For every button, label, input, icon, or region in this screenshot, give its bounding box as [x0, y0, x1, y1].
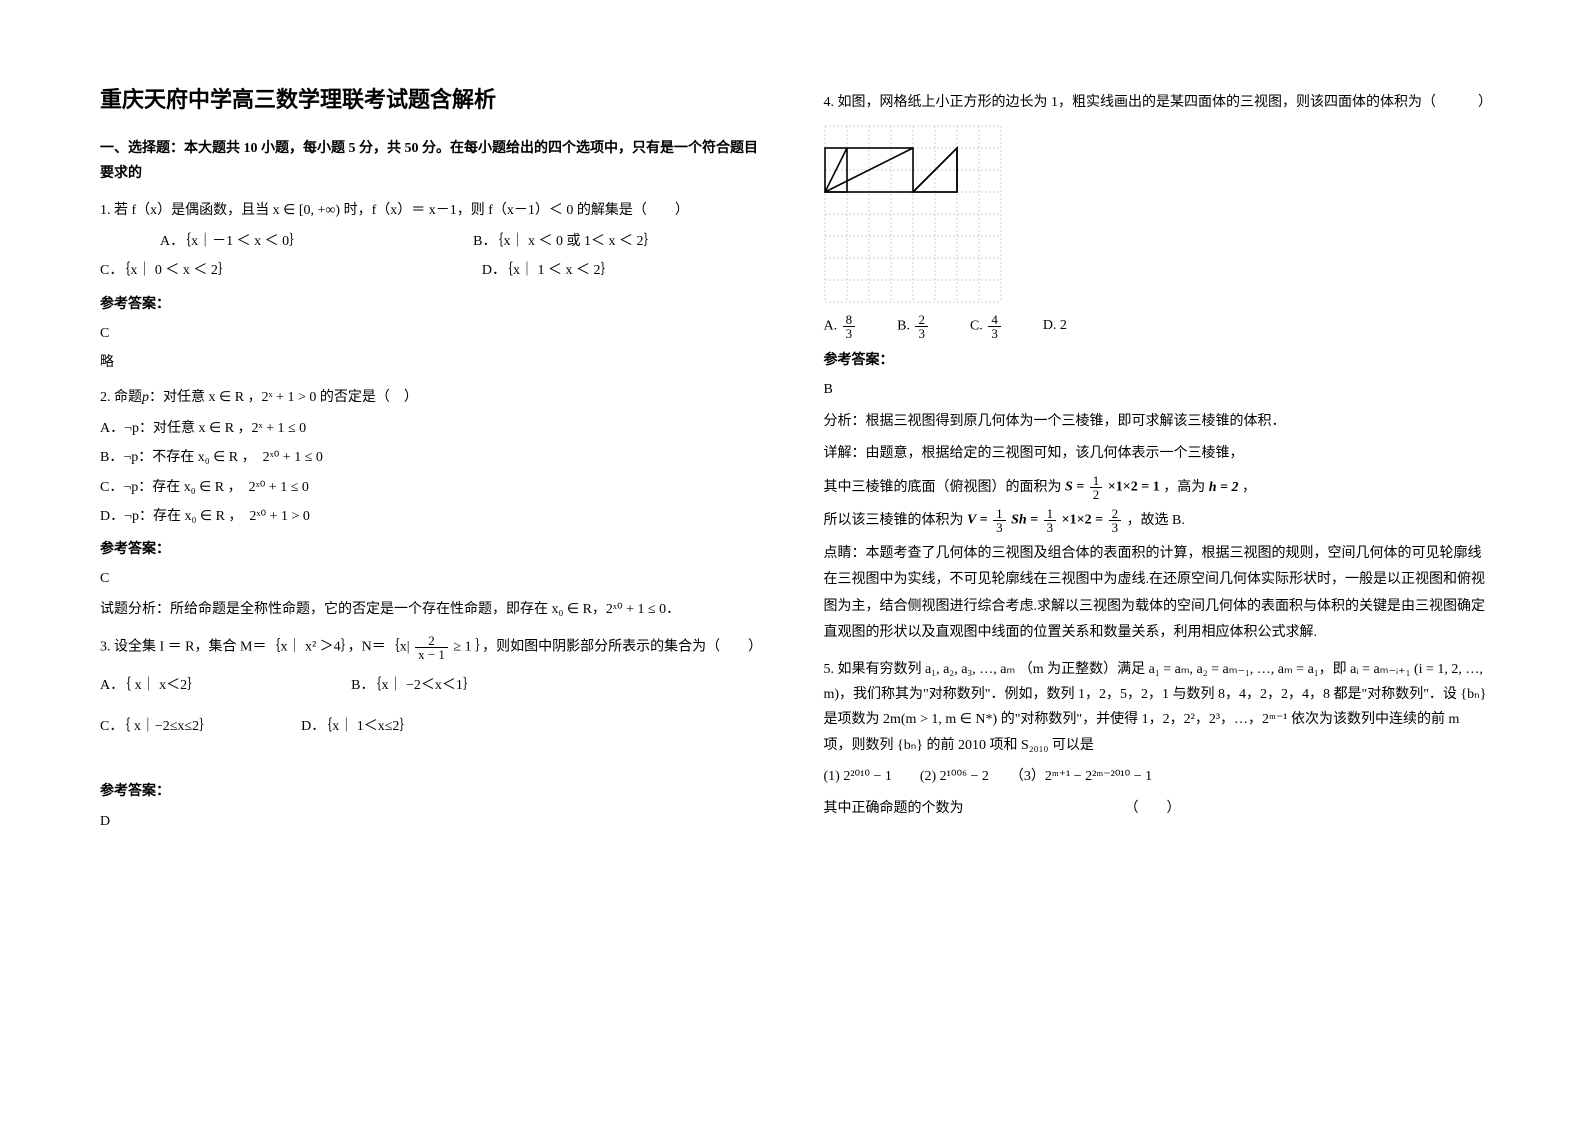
q4-c-frac: 43 [988, 313, 1001, 340]
q4-b-frac: 23 [915, 313, 928, 340]
q4-explain-5: 点睛：本题考查了几何体的三视图及组合体的表面积的计算，根据三视图的规则，空间几何… [824, 541, 1488, 647]
q4-s-eq: S = [1065, 479, 1088, 494]
q4-v-mid2: ×1×2 = [1062, 513, 1107, 528]
q2-explain: 试题分析：所给命题是全称性命题，它的否定是一个存在性命题，即存在 x₀ ∈ R，… [100, 597, 764, 624]
three-view-figure [824, 125, 1488, 303]
q4-option-d: D. 2 [1043, 313, 1067, 340]
q4-s-frac: 12 [1090, 474, 1103, 501]
q4-option-a: A. 83 [824, 313, 858, 340]
q1-options-row1: A．｛x｜－1 ＜ x ＜ 0｝ B．｛x｜ x ＜ 0 或 1＜ x ＜ 2｝ [100, 229, 764, 254]
question-4: 4. 如图，网格纸上小正方形的边长为 1，粗实线画出的是某四面体的三视图，则该四… [824, 90, 1488, 115]
q4-explain-2: 详解：由题意，根据给定的三视图可知，该几何体表示一个三棱锥， [824, 441, 1488, 468]
q4-a-num: 8 [843, 313, 856, 327]
q4-v-frac3: 23 [1109, 507, 1122, 534]
q3-options-row2: C．｛ x｜−2≤x≤2｝ D．｛x｜ 1＜x≤2｝ [100, 714, 764, 739]
q4-b-num: 2 [915, 313, 928, 327]
q4-a-den: 3 [843, 327, 856, 340]
q4-ex4-b: ，故选 B. [1127, 513, 1185, 528]
q4-explain-3: 其中三棱锥的底面（俯视图）的面积为 S = 12 ×1×2 = 1 ，高为 h … [824, 474, 1488, 501]
q4-option-c: C. 43 [970, 313, 1003, 340]
q2-stem-b: p [142, 390, 149, 405]
q4-explain-4: 所以该三棱锥的体积为 V = 13 Sh = 13 ×1×2 = 23 ，故选 … [824, 507, 1488, 534]
q4-c-den: 3 [988, 327, 1001, 340]
q4-a-prefix: A. [824, 319, 838, 334]
q3-stem-b: ≥ 1 ｝，则如图中阴影部分所表示的集合为（ ） [453, 640, 762, 655]
q4-ex4-a: 所以该三棱锥的体积为 [824, 513, 964, 528]
q5-tail: 其中正确命题的个数为 （ ） [824, 796, 1488, 823]
q4-answer: B [824, 377, 1488, 402]
q1-stem-c: 时，f（x）＝ x－1，则 f（x－1）＜ 0 的解集是（ ） [344, 203, 689, 218]
q3-fraction: 2 x − 1 [415, 634, 448, 661]
q4-v-eq: V = [967, 513, 991, 528]
q2-stem-c: ：对任意 x ∈ R ，2ˣ + 1 > 0 的否定是（ ） [149, 390, 418, 405]
q3-option-c: C．｛ x｜−2≤x≤2｝ [100, 714, 213, 739]
q4-v-d1: 3 [993, 521, 1006, 534]
q4-v-n1: 1 [993, 507, 1006, 521]
left-column: 重庆天府中学高三数学理联考试题含解析 一、选择题：本大题共 10 小题，每小题 … [100, 80, 764, 1082]
q3-option-a: A．｛ x｜ x＜2｝ [100, 673, 201, 698]
q4-explain-1: 分析：根据三视图得到原几何体为一个三棱锥，即可求解该三棱锥的体积． [824, 409, 1488, 436]
q4-v-n2: 1 [1044, 507, 1057, 521]
q4-v-n3: 2 [1109, 507, 1122, 521]
q2-stem-a: 2. 命题 [100, 390, 142, 405]
q3-answer: D [100, 809, 764, 834]
q1-stem-a: 1. 若 f（x）是偶函数，且当 [100, 203, 269, 218]
q4-c-num: 4 [988, 313, 1001, 327]
q4-ex3-b: ，高为 [1163, 480, 1205, 495]
q3-option-b: B．｛x｜ −2＜x＜1｝ [351, 673, 477, 698]
q3-stem-a: 3. 设全集 I ＝ R，集合 M＝｛x｜ x² ＞4｝，N＝｛x| [100, 640, 413, 655]
q5-options: (1) 2²⁰¹⁰ − 1 (2) 2¹⁰⁰⁶ − 2 （3）2ᵐ⁺¹ − 2²… [824, 764, 1488, 791]
q4-v-d3: 3 [1109, 521, 1122, 534]
q4-formula-v: V = 13 Sh = 13 ×1×2 = 23 [967, 507, 1123, 534]
q4-s-rest: ×1×2 = 1 [1108, 479, 1160, 494]
q1-option-c: C．｛x｜ 0 ＜ x ＜ 2｝ [100, 258, 232, 283]
q3-option-d: D．｛x｜ 1＜x≤2｝ [301, 714, 413, 739]
q4-b-prefix: B. [897, 319, 910, 334]
question-3: 3. 设全集 I ＝ R，集合 M＝｛x｜ x² ＞4｝，N＝｛x| 2 x −… [100, 634, 764, 661]
q2-option-c: C．¬p：存在 x₀ ∈ R ， 2ˣ⁰ + 1 ≤ 0 [100, 475, 764, 500]
q1-options-row2: C．｛x｜ 0 ＜ x ＜ 2｝ D．｛x｜ 1 ＜ x ＜ 2｝ [100, 258, 764, 283]
q3-options-row1: A．｛ x｜ x＜2｝ B．｛x｜ −2＜x＜1｝ [100, 673, 764, 698]
q1-option-b: B．｛x｜ x ＜ 0 或 1＜ x ＜ 2｝ [473, 229, 657, 254]
q3-answer-label: 参考答案： [100, 779, 764, 804]
q4-v-frac2: 13 [1044, 507, 1057, 534]
q2-answer-label: 参考答案： [100, 537, 764, 562]
q2-option-d: D．¬p：存在 x₀ ∈ R ， 2ˣ⁰ + 1 > 0 [100, 504, 764, 529]
q4-v-mid1: Sh = [1011, 513, 1042, 528]
q1-option-d: D．｛x｜ 1 ＜ x ＜ 2｝ [482, 258, 615, 283]
q4-ex3-a: 其中三棱锥的底面（俯视图）的面积为 [824, 480, 1062, 495]
q4-answer-label: 参考答案： [824, 348, 1488, 373]
grid-svg [824, 125, 1002, 303]
question-5: 5. 如果有穷数列 a₁, a₂, a₃, …, aₘ （m 为正整数）满足 a… [824, 657, 1488, 758]
q1-note: 略 [100, 350, 764, 375]
q1-answer-label: 参考答案： [100, 292, 764, 317]
q4-s-den: 2 [1090, 488, 1103, 501]
q4-v-d2: 3 [1044, 521, 1057, 534]
q1-option-a: A．｛x｜－1 ＜ x ＜ 0｝ [160, 229, 303, 254]
q4-s-num: 1 [1090, 474, 1103, 488]
section-header: 一、选择题：本大题共 10 小题，每小题 5 分，共 50 分。在每小题给出的四… [100, 136, 764, 186]
right-column: 4. 如图，网格纸上小正方形的边长为 1，粗实线画出的是某四面体的三视图，则该四… [824, 80, 1488, 1082]
q4-options: A. 83 B. 23 C. 43 D. 2 [824, 313, 1488, 340]
page-title: 重庆天府中学高三数学理联考试题含解析 [100, 80, 764, 120]
q4-a-frac: 83 [843, 313, 856, 340]
q4-ex3-c: ， [1242, 480, 1256, 495]
q3-frac-den: x − 1 [415, 648, 448, 661]
q3-frac-num: 2 [415, 634, 448, 648]
q1-answer: C [100, 321, 764, 346]
q4-c-prefix: C. [970, 319, 983, 334]
q4-v-frac1: 13 [993, 507, 1006, 534]
q4-formula-s: S = 12 ×1×2 = 1 [1065, 474, 1160, 501]
question-2: 2. 命题p：对任意 x ∈ R ，2ˣ + 1 > 0 的否定是（ ） [100, 385, 764, 410]
q1-stem-b: x ∈ [0, +∞) [269, 203, 343, 218]
q4-b-den: 3 [915, 327, 928, 340]
q2-option-a: A．¬p：对任意 x ∈ R ，2ˣ + 1 ≤ 0 [100, 416, 764, 441]
q2-option-b: B．¬p：不存在 x₀ ∈ R ， 2ˣ⁰ + 1 ≤ 0 [100, 445, 764, 470]
question-1: 1. 若 f（x）是偶函数，且当 x ∈ [0, +∞) 时，f（x）＝ x－1… [100, 198, 764, 223]
q2-answer: C [100, 566, 764, 591]
q4-h: h = 2 [1209, 480, 1239, 495]
q4-option-b: B. 23 [897, 313, 930, 340]
